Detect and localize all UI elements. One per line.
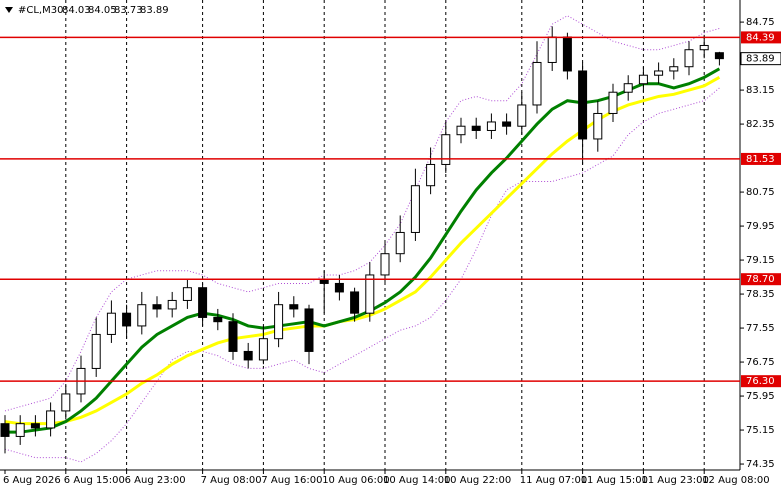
x-tick-label: 10 Aug 06:00 xyxy=(322,475,389,486)
candle-body xyxy=(426,163,436,187)
level-label-box xyxy=(741,152,781,165)
x-tick-label: 11 Aug 23:00 xyxy=(641,475,708,486)
candle-body xyxy=(0,423,10,437)
candle-body xyxy=(15,423,25,437)
x-tick-label: 7 Aug 08:00 xyxy=(201,475,262,486)
header-high: 84.05 xyxy=(88,5,117,16)
candle-body xyxy=(289,304,299,310)
candle-body xyxy=(395,231,405,255)
candle-body xyxy=(167,299,177,310)
y-tick-label: 83.15 xyxy=(746,85,775,96)
candle-body xyxy=(258,338,268,361)
y-tick-label: 78.35 xyxy=(746,289,775,300)
candle-body xyxy=(213,316,223,323)
header-close: 83.89 xyxy=(140,5,169,16)
candle-body xyxy=(152,304,162,310)
header-low: 83.73 xyxy=(114,5,143,16)
candle-body xyxy=(714,52,724,60)
candle-body xyxy=(243,350,253,361)
candle-body xyxy=(486,121,496,131)
level-label-box xyxy=(741,273,781,286)
y-tick-label: 79.15 xyxy=(746,255,775,266)
candle-body xyxy=(137,304,147,327)
candle-body xyxy=(608,91,618,114)
level-label: 84.39 xyxy=(746,32,775,43)
y-tick-label: 84.75 xyxy=(746,17,775,28)
x-tick-label: 6 Aug 2026 xyxy=(3,475,61,486)
candle-body xyxy=(547,36,557,63)
x-tick-label: 10 Aug 14:00 xyxy=(383,475,450,486)
x-tick-label: 7 Aug 16:00 xyxy=(261,475,322,486)
y-tick-label: 80.75 xyxy=(746,187,775,198)
candle-body xyxy=(182,287,192,301)
candle-body xyxy=(623,83,633,93)
y-tick-label: 82.35 xyxy=(746,119,775,130)
level-label: 81.53 xyxy=(746,154,775,165)
header-open: 84.03 xyxy=(62,5,91,16)
x-tick-label: 6 Aug 23:00 xyxy=(125,475,186,486)
candle-body xyxy=(471,125,481,131)
candle-body xyxy=(30,423,40,429)
chart-title: #CL,M30 xyxy=(18,5,63,16)
candle-body xyxy=(380,253,390,276)
y-tick-label: 75.95 xyxy=(746,391,775,402)
y-tick-label: 79.95 xyxy=(746,221,775,232)
level-label-box xyxy=(741,375,781,388)
candle-body xyxy=(669,66,679,72)
candle-body xyxy=(502,121,512,127)
candle-body xyxy=(198,287,208,318)
candle-body xyxy=(46,410,56,429)
moving-average xyxy=(5,67,721,434)
candle-body xyxy=(699,44,709,51)
candle-body xyxy=(91,333,101,369)
price-box xyxy=(740,52,781,66)
candle-body xyxy=(562,36,572,72)
candle-body xyxy=(274,304,284,340)
y-tick-label: 77.55 xyxy=(746,323,775,334)
x-tick-label: 12 Aug 08:00 xyxy=(702,475,769,486)
candle-body xyxy=(593,112,603,140)
candle-body xyxy=(532,61,542,106)
candle-body xyxy=(441,134,451,165)
candle-body xyxy=(654,70,664,76)
candle-body xyxy=(122,312,132,327)
candle-body xyxy=(456,125,466,136)
candle-body xyxy=(638,74,648,85)
level-label-box xyxy=(741,31,781,44)
candle-body xyxy=(365,274,375,314)
candle-body xyxy=(350,291,360,314)
candle-body xyxy=(106,312,116,335)
y-tick-label: 74.35 xyxy=(746,459,775,470)
candle-body xyxy=(228,321,238,352)
candle-body xyxy=(410,185,420,233)
candle-body xyxy=(578,70,588,140)
candle-body xyxy=(517,104,527,127)
x-tick-label: 11 Aug 15:00 xyxy=(581,475,648,486)
candle-body xyxy=(334,282,344,293)
menu-icon xyxy=(5,7,13,13)
level-label: 76.30 xyxy=(746,376,775,387)
x-tick-label: 6 Aug 15:00 xyxy=(64,475,125,486)
y-tick-label: 75.15 xyxy=(746,425,775,436)
x-tick-label: 10 Aug 22:00 xyxy=(444,475,511,486)
candle-body xyxy=(61,393,71,412)
price-label: 83.89 xyxy=(746,54,775,65)
candle-body xyxy=(304,308,314,352)
candle-body xyxy=(684,49,694,68)
x-tick-label: 11 Aug 07:00 xyxy=(520,475,587,486)
level-label: 78.70 xyxy=(746,274,775,285)
y-tick-label: 76.75 xyxy=(746,357,775,368)
